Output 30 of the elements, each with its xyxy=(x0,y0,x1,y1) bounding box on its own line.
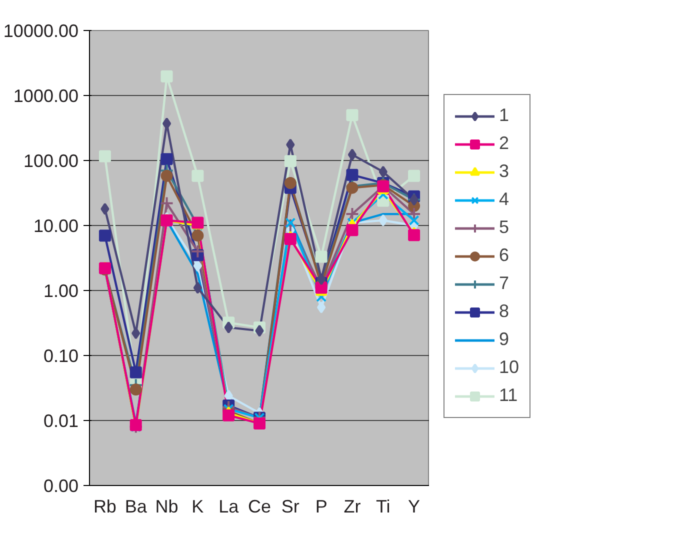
legend-label: 3 xyxy=(498,160,510,182)
x-tick-label: Sr xyxy=(281,496,300,516)
x-tick-label: Rb xyxy=(93,496,116,516)
x-tick-label: La xyxy=(218,496,240,516)
legend-label: 8 xyxy=(498,300,510,322)
y-tick-label: 0.00 xyxy=(43,476,79,496)
legend-label: 10 xyxy=(498,356,520,378)
x-tick-label: Ba xyxy=(124,496,148,516)
legend-label: 7 xyxy=(498,272,510,294)
legend-label: 6 xyxy=(498,244,510,266)
y-tick-label: 100.00 xyxy=(23,151,79,171)
y-tick-label: 10000.00 xyxy=(3,21,78,41)
y-tick-label: 10.00 xyxy=(33,216,79,236)
x-tick-label: Ti xyxy=(376,496,390,516)
x-tick-label: Y xyxy=(408,496,420,516)
x-tick-label: Nb xyxy=(155,496,178,516)
y-tick-label: 1000.00 xyxy=(13,86,79,106)
y-tick-label: 0.01 xyxy=(43,411,79,431)
x-tick-label: K xyxy=(192,496,204,516)
legend-label: 2 xyxy=(498,132,510,154)
legend-label: 11 xyxy=(498,384,519,406)
legend-label: 9 xyxy=(498,328,510,350)
x-tick-label: P xyxy=(315,496,328,516)
legend-label: 1 xyxy=(498,104,510,126)
legend-label: 5 xyxy=(498,216,510,238)
legend-label: 4 xyxy=(498,188,510,210)
x-tick-label: Ce xyxy=(248,496,272,516)
y-tick-label: 1.00 xyxy=(43,281,79,301)
y-tick-label: 0.10 xyxy=(43,346,79,366)
x-tick-label: Zr xyxy=(344,496,361,516)
